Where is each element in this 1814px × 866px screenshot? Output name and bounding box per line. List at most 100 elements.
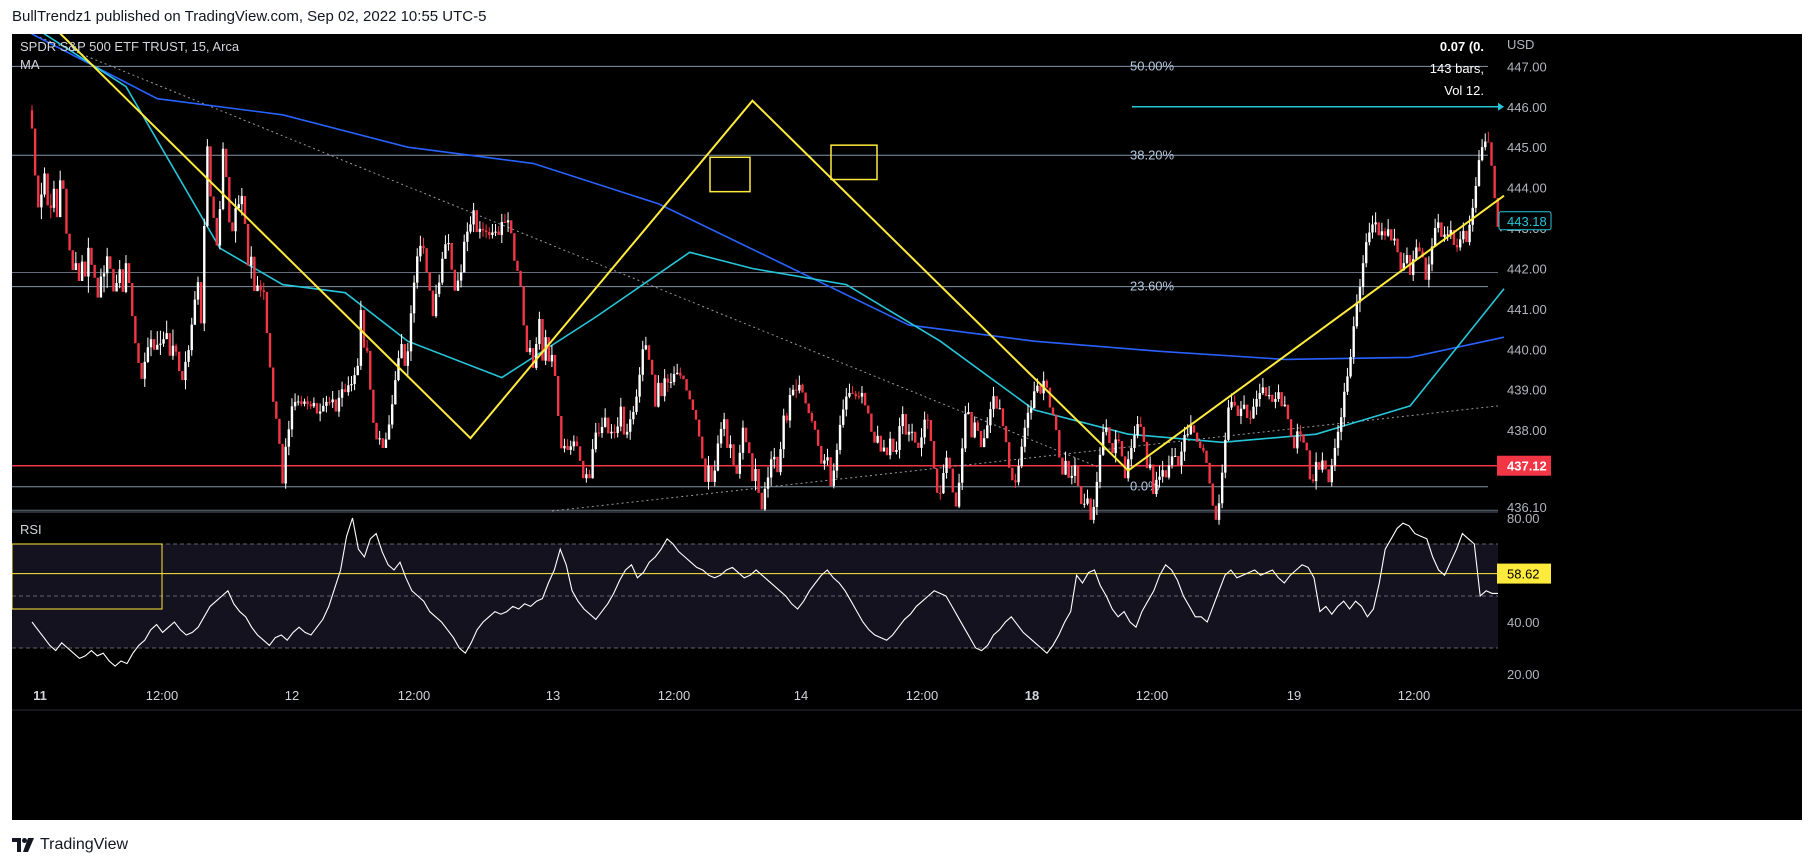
candle-body bbox=[754, 468, 757, 482]
candle-body bbox=[369, 350, 372, 390]
candle-body bbox=[1330, 465, 1333, 483]
candle-body bbox=[1427, 264, 1431, 280]
candle-body bbox=[1070, 475, 1074, 478]
candle-body bbox=[1339, 417, 1343, 432]
candle-body bbox=[735, 464, 738, 474]
candle-body bbox=[801, 384, 804, 393]
candle-body bbox=[1443, 234, 1446, 237]
candle-body bbox=[791, 389, 795, 395]
candle-body bbox=[1283, 404, 1286, 407]
candle-body bbox=[1368, 232, 1371, 243]
candle-body bbox=[1233, 401, 1236, 406]
rsi-band bbox=[12, 511, 1498, 649]
candle-body bbox=[1067, 460, 1070, 478]
candle-body bbox=[190, 324, 193, 351]
symbol-legend[interactable]: SPDR S&P 500 ETF TRUST, 15, Arca bbox=[20, 39, 240, 54]
candle-body bbox=[569, 446, 572, 450]
candle-body bbox=[685, 379, 688, 391]
candle-body bbox=[400, 344, 403, 359]
candle-body bbox=[1418, 247, 1421, 252]
candle-body bbox=[939, 492, 942, 494]
time-tick-label: 12:00 bbox=[906, 688, 939, 703]
candle-body bbox=[973, 422, 976, 438]
candle-body bbox=[901, 413, 904, 427]
candle-body bbox=[1252, 406, 1255, 419]
candle-body bbox=[359, 310, 363, 366]
candle-body bbox=[93, 264, 96, 278]
footer-brand[interactable]: TradingView bbox=[12, 836, 128, 854]
candle-body bbox=[795, 389, 798, 391]
candle-body bbox=[948, 457, 951, 469]
candle-body bbox=[588, 474, 591, 479]
rsi-highlight-box bbox=[12, 543, 163, 610]
candle-body bbox=[40, 194, 43, 208]
candle-body bbox=[209, 146, 212, 197]
candle-body bbox=[1299, 431, 1302, 435]
rsi-tick-label: 20.00 bbox=[1507, 667, 1540, 682]
price-chart[interactable]: 50.00%38.20%23.60%0.0% 447.00446.00445.0… bbox=[12, 34, 1802, 820]
candle-body bbox=[776, 456, 779, 473]
candle-body bbox=[1280, 392, 1283, 407]
candle-body bbox=[575, 441, 579, 447]
candle-body bbox=[1452, 230, 1456, 246]
candle-body bbox=[873, 431, 876, 443]
candle-body bbox=[1246, 404, 1249, 419]
rsi-value-badge bbox=[1497, 563, 1551, 584]
candle-body bbox=[231, 222, 234, 232]
candle-body bbox=[838, 424, 842, 450]
candle-body bbox=[782, 415, 785, 450]
candle-body bbox=[90, 247, 93, 265]
price-tick-label: 444.00 bbox=[1507, 181, 1547, 196]
candle-body bbox=[240, 196, 244, 205]
candle-body bbox=[622, 406, 626, 435]
candle-body bbox=[744, 427, 748, 443]
candle-body bbox=[982, 438, 986, 448]
candle-body bbox=[49, 205, 52, 208]
candle-body bbox=[738, 452, 742, 474]
fib-level-label: 50.00% bbox=[1130, 58, 1175, 73]
price-tick-label: 445.00 bbox=[1507, 140, 1547, 155]
candle-body bbox=[425, 248, 428, 273]
candle-body bbox=[989, 409, 992, 426]
candle-body bbox=[751, 453, 754, 482]
candle-body bbox=[773, 456, 776, 460]
measure-change: 0.07 (0. bbox=[1440, 39, 1484, 54]
candle-body bbox=[71, 250, 74, 271]
ma-legend[interactable]: MA bbox=[20, 57, 40, 72]
candle-body bbox=[1155, 479, 1158, 495]
candle-body bbox=[1173, 456, 1177, 458]
candle-body bbox=[127, 263, 131, 284]
candle-body bbox=[779, 449, 782, 473]
candle-body bbox=[212, 196, 215, 218]
candle-body bbox=[362, 310, 366, 348]
candle-body bbox=[1327, 469, 1330, 483]
candle-body bbox=[1487, 141, 1490, 143]
candle-body bbox=[1386, 229, 1390, 236]
candle-body bbox=[1020, 446, 1023, 467]
candle-body bbox=[697, 419, 701, 437]
candle-body bbox=[224, 148, 228, 178]
candle-body bbox=[888, 438, 892, 456]
candle-body bbox=[199, 282, 203, 324]
candle-body bbox=[159, 343, 162, 345]
candle-body bbox=[466, 231, 469, 242]
candle-body bbox=[259, 285, 262, 291]
time-tick-label: 12:00 bbox=[1136, 688, 1169, 703]
candle-body bbox=[284, 446, 287, 484]
drawings bbox=[59, 34, 1505, 472]
candle-body bbox=[907, 431, 911, 435]
candle-body bbox=[312, 403, 316, 407]
candle-body bbox=[713, 470, 716, 482]
candle-body bbox=[531, 348, 535, 368]
candle-body bbox=[1033, 391, 1036, 409]
candle-body bbox=[33, 128, 37, 176]
candle-body bbox=[1258, 392, 1261, 400]
current-price-badge bbox=[1498, 211, 1552, 231]
candle-body bbox=[268, 333, 272, 368]
rsi-legend[interactable]: RSI bbox=[20, 522, 42, 537]
candle-body bbox=[1405, 255, 1409, 264]
candle-body bbox=[1039, 385, 1042, 394]
candle-body bbox=[1449, 230, 1452, 235]
candle-body bbox=[986, 425, 989, 439]
candle-body bbox=[1061, 457, 1064, 475]
